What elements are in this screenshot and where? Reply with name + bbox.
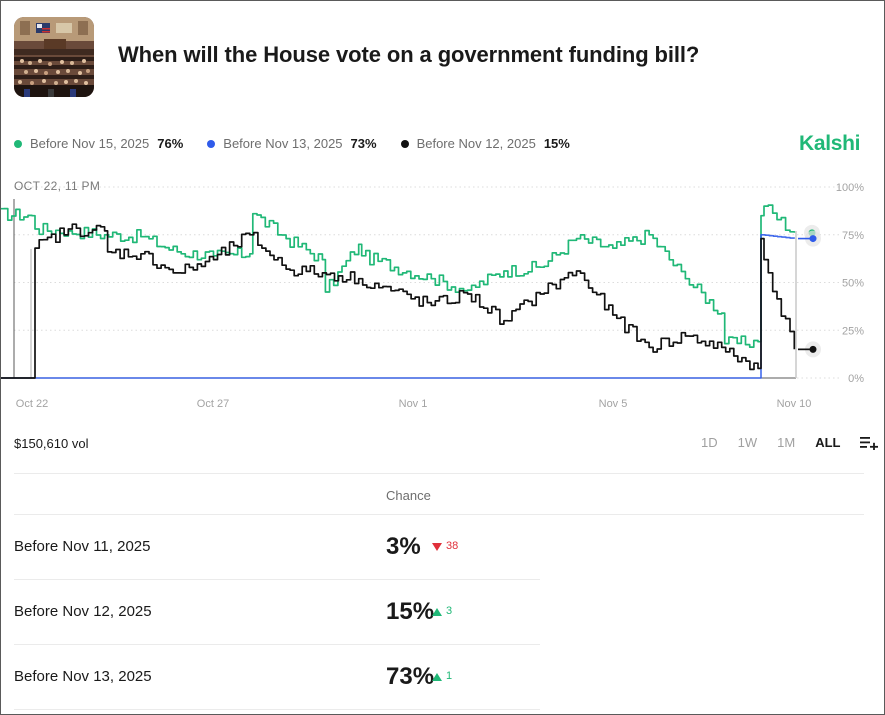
range-all-button[interactable]: ALL [815, 435, 841, 450]
arrow-down-icon [432, 542, 442, 551]
legend-value: 76% [157, 136, 184, 151]
legend-item-nov-15[interactable]: Before Nov 15, 2025 76% [14, 136, 183, 151]
outcome-change: 38 [432, 514, 458, 579]
series-line-3 [1, 223, 796, 379]
range-1m-button[interactable]: 1M [777, 435, 796, 450]
end-marker-3 [809, 345, 817, 353]
playlist-add-icon[interactable] [860, 436, 879, 450]
hover-date-label: OCT 22, 11 PM [14, 179, 100, 193]
series-line-2 [1, 234, 796, 379]
outcome-change: 3 [432, 579, 452, 644]
legend-label: Before Nov 13, 2025 [223, 136, 343, 151]
y-tick-label: 0% [848, 373, 864, 385]
y-tick-label: 50% [842, 278, 864, 290]
row-divider [14, 709, 540, 710]
price-history-chart[interactable]: 100% 75% 50% 25% 0% OCT 22, 11 PM Oct 22 Oct 27… [1, 171, 885, 416]
arrow-up-icon [432, 672, 442, 681]
y-tick-label: 75% [842, 230, 864, 242]
chart-legend: Before Nov 15, 2025 76% Before Nov 13, 2… [14, 136, 594, 151]
x-tick-label: Oct 22 [16, 398, 48, 410]
legend-value: 15% [543, 136, 570, 151]
header-divider [14, 514, 864, 515]
y-tick-label: 100% [836, 182, 864, 194]
range-1d-button[interactable]: 1D [701, 435, 718, 450]
house-chamber-illustration [14, 17, 94, 97]
legend-dot-icon [14, 139, 22, 148]
x-tick-label: Nov 5 [599, 398, 628, 410]
volume-label: $150,610 vol [14, 436, 89, 451]
legend-dot-icon [207, 139, 216, 148]
outcome-chance: 3% [386, 533, 421, 560]
outcome-chance: 73% [386, 663, 435, 690]
series-line-1 [1, 204, 796, 348]
outcome-label: Before Nov 13, 2025 [14, 668, 152, 685]
outcome-row[interactable]: Before Nov 11, 2025 3% 38 [14, 514, 540, 579]
change-value: 3 [446, 605, 453, 617]
outcome-label: Before Nov 11, 2025 [14, 538, 151, 555]
y-tick-label: 25% [842, 325, 864, 337]
x-tick-label: Nov 1 [399, 398, 428, 410]
legend-value: 73% [350, 136, 377, 151]
legend-item-nov-12[interactable]: Before Nov 12, 2025 15% [400, 136, 570, 151]
row-divider [14, 579, 540, 580]
change-value: 1 [446, 670, 453, 682]
range-1w-button[interactable]: 1W [737, 435, 758, 450]
outcome-row[interactable]: Before Nov 13, 2025 73% 1 [14, 644, 540, 709]
outcome-change: 1 [432, 644, 452, 709]
arrow-up-icon [432, 607, 442, 616]
chance-column-header: Chance [386, 488, 431, 503]
legend-label: Before Nov 15, 2025 [30, 136, 150, 151]
x-tick-label: Nov 10 [777, 398, 812, 410]
kalshi-logo[interactable]: Kalshi [799, 132, 861, 155]
outcome-chance: 15% [386, 598, 435, 625]
legend-item-nov-13[interactable]: Before Nov 13, 2025 73% [207, 136, 377, 151]
outcome-row[interactable]: Before Nov 12, 2025 15% 3 [14, 579, 540, 644]
legend-dot-icon [400, 139, 409, 148]
market-title: When will the House vote on a government… [118, 42, 700, 67]
change-value: 38 [446, 540, 459, 552]
end-marker-2 [809, 235, 817, 243]
outcome-label: Before Nov 12, 2025 [14, 603, 152, 620]
market-thumbnail-image[interactable] [14, 17, 94, 97]
legend-label: Before Nov 12, 2025 [416, 136, 536, 151]
time-range-selector: 1D 1W 1M ALL [701, 435, 879, 450]
x-tick-label: Oct 27 [197, 398, 229, 410]
row-divider [14, 644, 540, 645]
section-divider [14, 473, 864, 474]
